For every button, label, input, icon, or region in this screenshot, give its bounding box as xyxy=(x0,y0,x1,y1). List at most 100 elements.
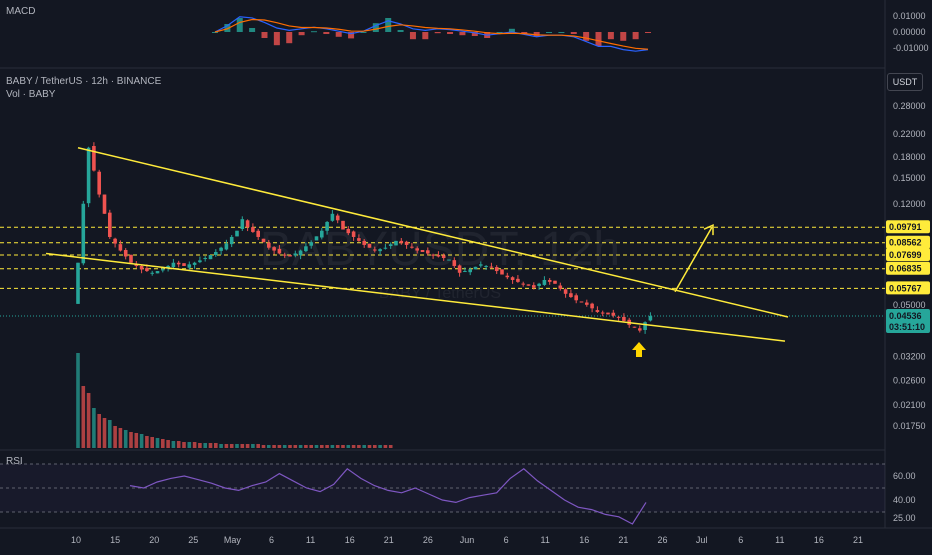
candle-body xyxy=(224,243,229,250)
macd-tick-label: -0.01000 xyxy=(893,43,929,53)
macd-histogram-bar xyxy=(236,18,243,32)
time-tick-label: 25 xyxy=(188,535,198,545)
macd-histogram-bar xyxy=(224,24,231,32)
candle-body xyxy=(510,277,515,280)
candle-body xyxy=(314,236,319,241)
candle-body xyxy=(261,238,266,243)
candle-body xyxy=(373,249,377,251)
macd-histogram-bar xyxy=(632,32,639,40)
symbol-title[interactable]: BABY / TetherUS · 12h · BINANCE xyxy=(6,76,162,87)
volume-bar xyxy=(251,444,255,448)
macd-histogram-bar xyxy=(546,32,553,33)
candle-body xyxy=(171,262,176,268)
volume-bar xyxy=(325,445,329,448)
level-badge xyxy=(886,235,930,249)
macd-histogram-bar xyxy=(595,32,602,46)
candle-body xyxy=(489,266,494,268)
macd-label[interactable]: MACD xyxy=(6,6,36,17)
candle-body xyxy=(420,249,425,253)
candle-body xyxy=(431,254,435,256)
macd-histogram-bar xyxy=(286,32,293,44)
candle-body xyxy=(113,238,117,244)
macd-histogram-bar xyxy=(645,32,651,33)
volume-bar xyxy=(108,420,112,448)
time-tick-label: 15 xyxy=(110,535,120,545)
volume-bar xyxy=(97,414,101,448)
candle-body xyxy=(309,242,313,246)
candle-body xyxy=(330,213,335,221)
candle-body xyxy=(500,269,504,275)
volume-bar xyxy=(298,445,303,448)
candle-body xyxy=(367,243,372,248)
macd-pane xyxy=(212,16,651,52)
time-tick-label: 6 xyxy=(504,535,509,545)
volume-bar xyxy=(161,439,165,448)
candle-body xyxy=(383,247,388,249)
price-tick-label: 0.05000 xyxy=(893,300,926,310)
signal-line xyxy=(214,18,649,50)
rsi-line xyxy=(129,467,647,525)
candle-body xyxy=(245,220,250,228)
macd-tick-label: 0.00000 xyxy=(893,27,926,37)
volume-bar xyxy=(357,445,361,448)
price-axis[interactable]: 0.28000 0.22000 0.18000 0.15000 0.12000 0.050… xyxy=(893,11,929,523)
volume-bar xyxy=(277,445,282,448)
candle-body xyxy=(643,322,647,330)
macd-histogram-bar xyxy=(409,32,416,40)
macd-histogram-bar xyxy=(583,32,590,41)
candle-body xyxy=(81,203,86,264)
candle-body xyxy=(600,312,605,314)
volume-bar xyxy=(351,445,356,448)
time-tick-label: 16 xyxy=(814,535,824,545)
macd-histogram-bar xyxy=(434,32,441,34)
candle-body xyxy=(468,269,472,273)
volume-bar xyxy=(198,443,202,448)
volume-bar xyxy=(288,445,292,448)
time-tick-label: 6 xyxy=(738,535,743,545)
candle-body xyxy=(426,250,430,254)
volume-bar xyxy=(139,434,144,448)
macd-histogram-bar xyxy=(570,32,577,34)
time-axis[interactable]: 10 15 20 25 May 6 11 16 21 26 Jun 6 11 16 21 26 Jul 6 11 16… xyxy=(71,535,863,545)
level-badge xyxy=(886,281,930,295)
candle-body xyxy=(187,264,192,268)
candle-body xyxy=(304,246,308,252)
volume-bar xyxy=(102,418,107,448)
price-tick-label: 0.15000 xyxy=(893,173,926,183)
candle-body xyxy=(145,268,149,272)
rsi-label[interactable]: RSI xyxy=(6,456,23,467)
candle-body xyxy=(166,265,170,268)
volume-bar xyxy=(240,444,245,448)
candle-body xyxy=(521,283,525,285)
current-price-label: 0.04536 xyxy=(889,311,922,321)
candle-body xyxy=(325,221,329,231)
current-price-badge xyxy=(886,309,930,334)
volume-bar xyxy=(245,444,250,448)
volume-bar xyxy=(219,444,223,448)
candle-body xyxy=(585,302,589,305)
time-tick-label: 20 xyxy=(149,535,159,545)
volume-bar xyxy=(320,445,324,448)
candle-body xyxy=(537,283,541,286)
macd-histogram-bar xyxy=(335,32,342,37)
candle-body xyxy=(123,249,128,257)
trendlines xyxy=(45,146,789,357)
candle-body xyxy=(346,228,351,234)
volume-label[interactable]: Vol · BABY xyxy=(6,89,56,100)
candle-body xyxy=(553,280,557,284)
volume-bar xyxy=(330,445,335,448)
candle-body xyxy=(161,269,165,271)
projection-arrow-shaft xyxy=(674,226,713,293)
currency-unit-badge[interactable]: USDT xyxy=(887,73,923,91)
price-tick-label: 0.18000 xyxy=(893,152,926,162)
volume-bar xyxy=(346,445,351,448)
rsi-band xyxy=(0,464,885,512)
volume-bar xyxy=(229,444,234,448)
volume-bar xyxy=(123,430,128,448)
candle-body xyxy=(229,236,234,245)
volume-bar xyxy=(256,444,260,448)
price-tick-label: 0.02600 xyxy=(893,375,926,385)
